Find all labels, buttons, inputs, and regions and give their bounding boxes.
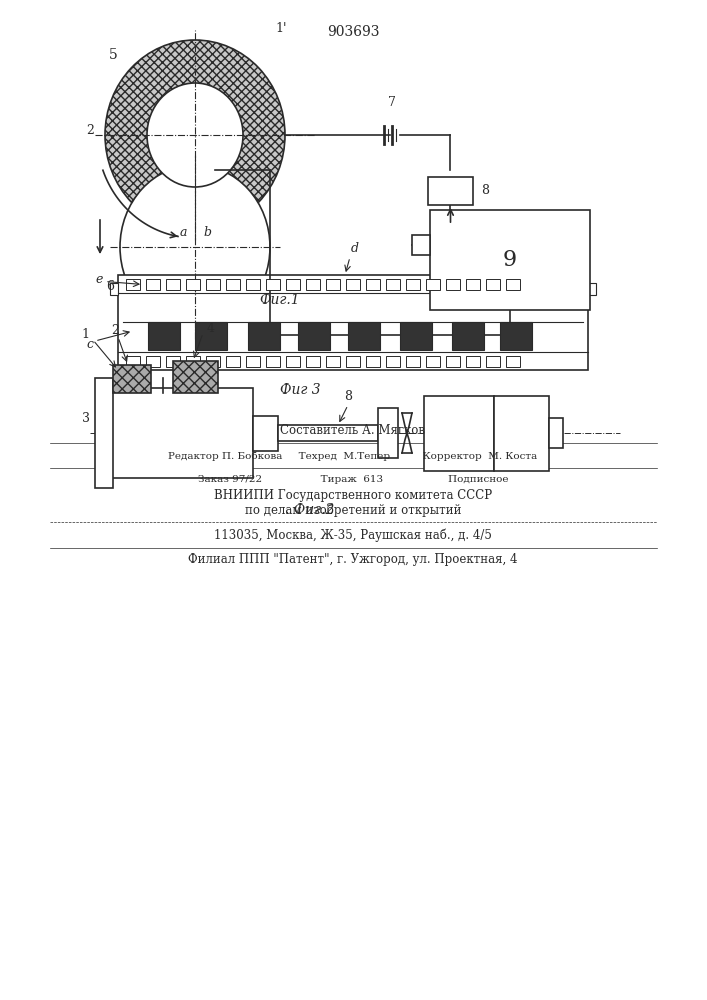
Text: 7: 7 — [388, 96, 396, 109]
Polygon shape — [400, 322, 432, 350]
Bar — [173, 361, 218, 393]
Bar — [412, 235, 430, 255]
Polygon shape — [148, 322, 180, 350]
Polygon shape — [452, 322, 484, 350]
Bar — [366, 356, 380, 366]
Bar — [326, 356, 340, 366]
Text: 1: 1 — [81, 328, 89, 342]
Bar — [146, 278, 160, 290]
Text: 6: 6 — [106, 280, 114, 294]
Ellipse shape — [120, 165, 270, 329]
Bar — [486, 278, 500, 290]
Bar — [118, 275, 588, 370]
Bar — [346, 356, 360, 366]
Text: 9: 9 — [503, 249, 517, 271]
Bar — [166, 356, 180, 366]
Bar — [428, 177, 473, 205]
Bar — [126, 278, 140, 290]
Bar — [466, 278, 480, 290]
Bar — [386, 356, 400, 366]
Bar — [126, 356, 140, 366]
Bar — [506, 356, 520, 366]
Text: c: c — [86, 338, 93, 351]
Bar — [95, 378, 113, 488]
Bar — [306, 278, 320, 290]
Bar — [426, 356, 440, 366]
Text: Редактор П. Бобкова     Техред  М.Тепер          Корректор  М. Коста: Редактор П. Бобкова Техред М.Тепер Корре… — [168, 451, 537, 461]
Text: 4: 4 — [207, 322, 215, 336]
Text: 5: 5 — [109, 48, 117, 62]
Bar — [494, 395, 549, 471]
Bar — [588, 283, 596, 295]
Text: 113035, Москва, Ж-35, Раушская наб., д. 4/5: 113035, Москва, Ж-35, Раушская наб., д. … — [214, 528, 492, 542]
Polygon shape — [248, 322, 280, 350]
Bar — [306, 356, 320, 366]
Bar — [186, 278, 200, 290]
Polygon shape — [195, 322, 227, 350]
Bar — [110, 283, 118, 295]
Text: 2: 2 — [111, 324, 119, 336]
Text: Филиал ППП "Патент", г. Ужгород, ул. Проектная, 4: Филиал ППП "Патент", г. Ужгород, ул. Про… — [188, 554, 518, 566]
Bar — [466, 356, 480, 366]
Bar — [253, 416, 278, 450]
Text: Фиг 3: Фиг 3 — [280, 383, 320, 397]
Polygon shape — [500, 322, 532, 350]
Text: e: e — [95, 273, 103, 286]
Polygon shape — [348, 322, 380, 350]
Text: 8: 8 — [344, 390, 352, 403]
Bar — [226, 278, 240, 290]
Bar — [506, 278, 520, 290]
Bar — [146, 356, 160, 366]
Text: по делам изобретений и открытий: по делам изобретений и открытий — [245, 503, 461, 517]
Bar — [424, 395, 494, 471]
Text: b: b — [203, 226, 211, 238]
Bar — [286, 356, 300, 366]
Bar — [266, 278, 280, 290]
Bar — [446, 278, 460, 290]
Bar — [430, 210, 590, 310]
Text: Заказ 97/22                  Тираж  613                    Подписное: Заказ 97/22 Тираж 613 Подписное — [198, 476, 508, 485]
Text: 3: 3 — [82, 412, 90, 424]
Text: . Фиг.2: . Фиг.2 — [286, 503, 334, 517]
Bar — [406, 356, 420, 366]
Bar — [326, 278, 340, 290]
Bar — [226, 356, 240, 366]
Text: a: a — [180, 226, 187, 238]
Text: Составитель А. Мягков: Составитель А. Мягков — [281, 424, 426, 436]
Bar — [206, 278, 220, 290]
Text: ВНИИПИ Государственного комитета СССР: ВНИИПИ Государственного комитета СССР — [214, 488, 492, 502]
Bar — [386, 278, 400, 290]
Bar — [406, 278, 420, 290]
Bar — [378, 408, 398, 458]
Text: d: d — [351, 242, 359, 255]
Bar — [446, 356, 460, 366]
Bar — [549, 418, 563, 448]
Bar — [346, 278, 360, 290]
Text: 1': 1' — [275, 21, 286, 34]
Bar — [366, 278, 380, 290]
Bar — [266, 356, 280, 366]
Ellipse shape — [147, 83, 243, 187]
Bar — [246, 356, 260, 366]
Text: 2: 2 — [86, 123, 94, 136]
Bar — [206, 356, 220, 366]
Ellipse shape — [105, 40, 285, 230]
Bar — [113, 365, 151, 393]
Bar — [166, 278, 180, 290]
Polygon shape — [298, 322, 330, 350]
Text: 903693: 903693 — [327, 25, 379, 39]
Bar — [278, 425, 378, 441]
Bar — [186, 356, 200, 366]
Bar — [486, 356, 500, 366]
Bar — [286, 278, 300, 290]
Bar — [108, 388, 253, 478]
Bar — [426, 278, 440, 290]
Bar — [246, 278, 260, 290]
Text: 8: 8 — [481, 184, 489, 198]
Text: Фиг.1: Фиг.1 — [259, 293, 300, 307]
